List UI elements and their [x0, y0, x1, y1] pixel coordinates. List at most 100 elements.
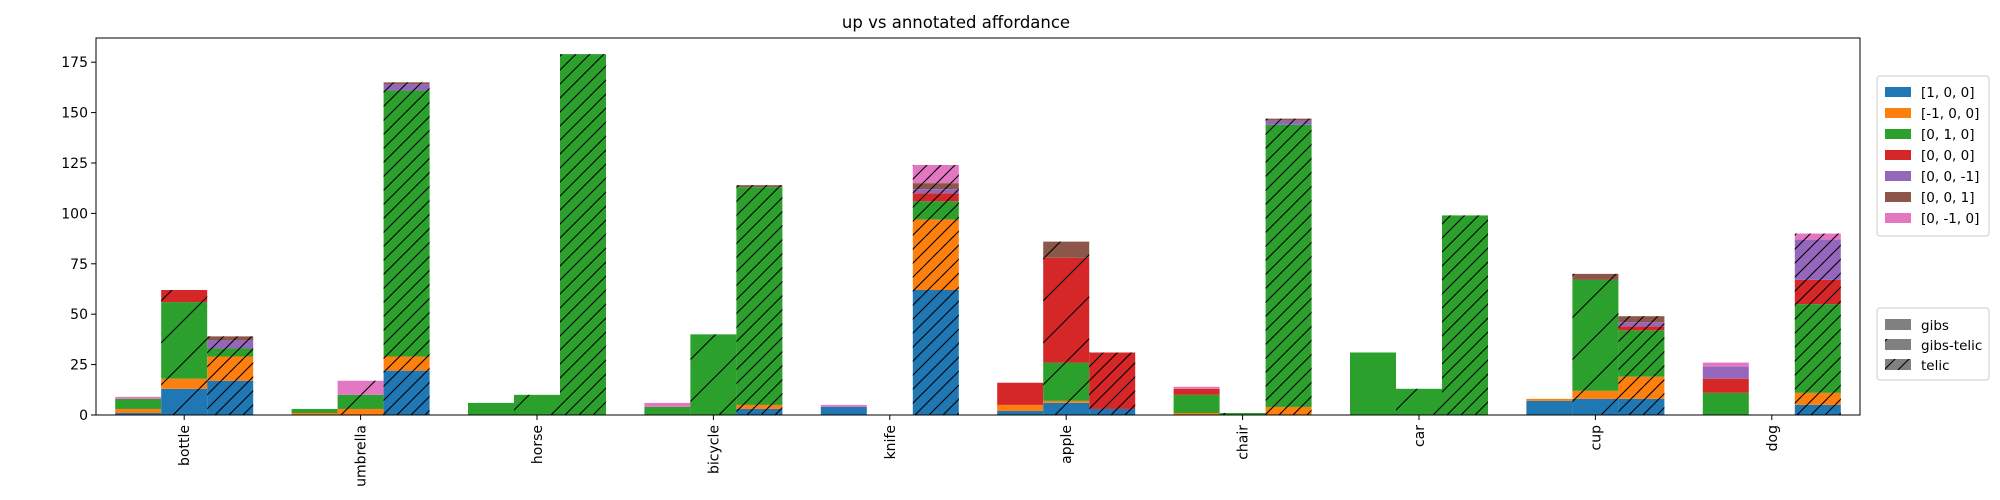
legend-label-1: [-1, 0, 0]: [1921, 106, 1979, 122]
legend-group-label-2: telic: [1921, 358, 1950, 374]
y-tick-label: 175: [61, 55, 88, 71]
hatch-cup-telic-series-0: [1618, 398, 1665, 415]
bar-bottle-gibs-series-2: [115, 398, 162, 409]
x-tick-label-cup: cup: [1588, 425, 1604, 451]
hatch-umbrella-telic-series-4: [383, 84, 430, 91]
x-tick-label-car: car: [1412, 425, 1428, 447]
hatch-cup-telic-series-3: [1618, 326, 1665, 331]
bar-knife-gibs-series-0: [820, 406, 867, 415]
hatch-cup-telic-series-1: [1618, 376, 1665, 399]
bar-dog-gibs-series-6: [1702, 362, 1749, 367]
y-tick-label: 75: [70, 257, 88, 273]
hatch-dog-telic-series-6: [1794, 233, 1841, 240]
hatch-bottle-gibs-telic-series-3: [161, 290, 208, 303]
legend-label-2: [0, 1, 0]: [1921, 127, 1974, 143]
hatch-bicycle-gibs-telic-series-2: [690, 334, 737, 415]
y-tick-label: 150: [61, 106, 88, 122]
bar-chair-gibs-series-2: [1173, 394, 1220, 413]
hatch-knife-telic-series-5: [912, 183, 959, 190]
legend-label-4: [0, 0, -1]: [1921, 169, 1979, 185]
bar-chair-gibs-series-6: [1173, 386, 1220, 389]
hatch-apple-telic-series-0: [1089, 408, 1136, 415]
hatch-apple-gibs-telic-series-2: [1043, 362, 1090, 401]
hatch-knife-telic-series-2: [912, 201, 959, 220]
hatch-chair-telic-series-1: [1265, 406, 1312, 415]
x-tick-label-umbrella: umbrella: [354, 425, 370, 487]
hatch-knife-telic-series-0: [912, 290, 959, 415]
x-tick-label-bottle: bottle: [177, 425, 193, 466]
hatch-cup-telic-series-4: [1618, 322, 1665, 327]
chart-title: up vs annotated affordance: [842, 13, 1070, 32]
hatch-dog-telic-series-0: [1794, 404, 1841, 415]
hatch-apple-gibs-telic-series-0: [1043, 402, 1090, 415]
legend-swatch-3: [1885, 150, 1911, 160]
legend-swatch-0: [1885, 87, 1911, 97]
bar-chair-gibs-series-1: [1173, 412, 1220, 415]
x-tick-label-dog: dog: [1765, 425, 1781, 451]
legend-swatch-4: [1885, 171, 1911, 181]
legend-group-hatch-2: [1885, 359, 1911, 370]
bar-knife-gibs-series-6: [820, 404, 867, 407]
hatch-umbrella-gibs-telic-series-6: [337, 380, 384, 395]
hatch-bottle-gibs-telic-series-2: [161, 302, 208, 379]
hatch-horse-telic-series-2: [560, 54, 606, 415]
bar-umbrella-gibs-series-1: [291, 412, 338, 415]
hatch-bottle-gibs-telic-series-0: [161, 388, 208, 415]
hatch-bicycle-telic-series-1: [736, 404, 783, 409]
hatch-knife-telic-series-3: [912, 193, 959, 202]
bar-dog-gibs-series-2: [1702, 392, 1749, 415]
bar-apple-gibs-series-1: [997, 404, 1044, 411]
bar-dog-gibs-series-4: [1702, 366, 1749, 379]
hatch-umbrella-telic-series-1: [383, 356, 430, 371]
bar-horse-gibs-series-2: [468, 402, 514, 415]
x-tick-label-chair: chair: [1236, 425, 1252, 460]
bar-bicycle-gibs-series-6: [644, 402, 691, 407]
hatch-knife-telic-series-4: [912, 189, 959, 194]
hatch-bicycle-telic-series-5: [736, 185, 783, 188]
hatch-apple-gibs-telic-series-3: [1043, 257, 1090, 363]
hatch-umbrella-telic-series-2: [383, 90, 430, 357]
hatch-bicycle-telic-series-0: [736, 408, 783, 415]
y-tick-label: 50: [70, 307, 88, 323]
bar-car-gibs-series-2: [1350, 352, 1396, 415]
hatch-knife-telic-series-6: [912, 165, 959, 184]
x-tick-label-apple: apple: [1059, 425, 1075, 464]
hatch-cup-telic-series-5: [1618, 316, 1665, 323]
y-tick-label: 25: [70, 358, 88, 374]
legend-swatch-6: [1885, 213, 1911, 223]
hatch-chair-telic-series-4: [1265, 120, 1312, 125]
hatch-umbrella-gibs-telic-series-2: [337, 394, 384, 409]
hatch-cup-telic-series-2: [1618, 330, 1665, 377]
hatch-umbrella-gibs-telic-series-1: [337, 408, 384, 415]
hatch-dog-telic-series-1: [1794, 392, 1841, 405]
bar-bottle-gibs-series-6: [115, 396, 162, 399]
plot-area: [95, 37, 1861, 416]
legend-label-0: [1, 0, 0]: [1921, 85, 1974, 101]
hatch-dog-telic-series-2: [1794, 304, 1841, 393]
legend-group-label-1: gibs-telic: [1921, 338, 1982, 354]
bar-chair-gibs-series-3: [1173, 388, 1220, 395]
legend-swatch-1: [1885, 108, 1911, 118]
x-tick-label-bicycle: bicycle: [706, 425, 722, 474]
y-tick-label: 100: [61, 206, 88, 222]
legend-label-6: [0, -1, 0]: [1921, 211, 1979, 227]
hatch-cup-gibs-telic-series-5: [1572, 273, 1619, 280]
bar-bottle-gibs-series-1: [115, 408, 162, 413]
hatch-cup-gibs-telic-series-0: [1572, 398, 1619, 415]
legend-swatch-5: [1885, 192, 1911, 202]
bar-cup-gibs-series-1: [1526, 398, 1573, 401]
hatch-apple-gibs-telic-series-5: [1043, 241, 1090, 258]
hatch-knife-telic-series-1: [912, 219, 959, 291]
hatch-chair-telic-series-2: [1265, 124, 1312, 407]
hatch-dog-telic-series-3: [1794, 279, 1841, 305]
bar-apple-gibs-series-0: [997, 410, 1044, 415]
legend-group-swatch-0: [1885, 319, 1911, 330]
y-tick-label: 125: [61, 156, 88, 172]
bar-bottle-gibs-series-0: [115, 412, 162, 415]
legend-label-3: [0, 0, 0]: [1921, 148, 1974, 164]
bar-cup-gibs-series-0: [1526, 400, 1573, 415]
hatch-apple-telic-series-3: [1089, 352, 1136, 409]
legend-label-5: [0, 0, 1]: [1921, 190, 1974, 206]
x-tick-label-horse: horse: [530, 425, 546, 464]
